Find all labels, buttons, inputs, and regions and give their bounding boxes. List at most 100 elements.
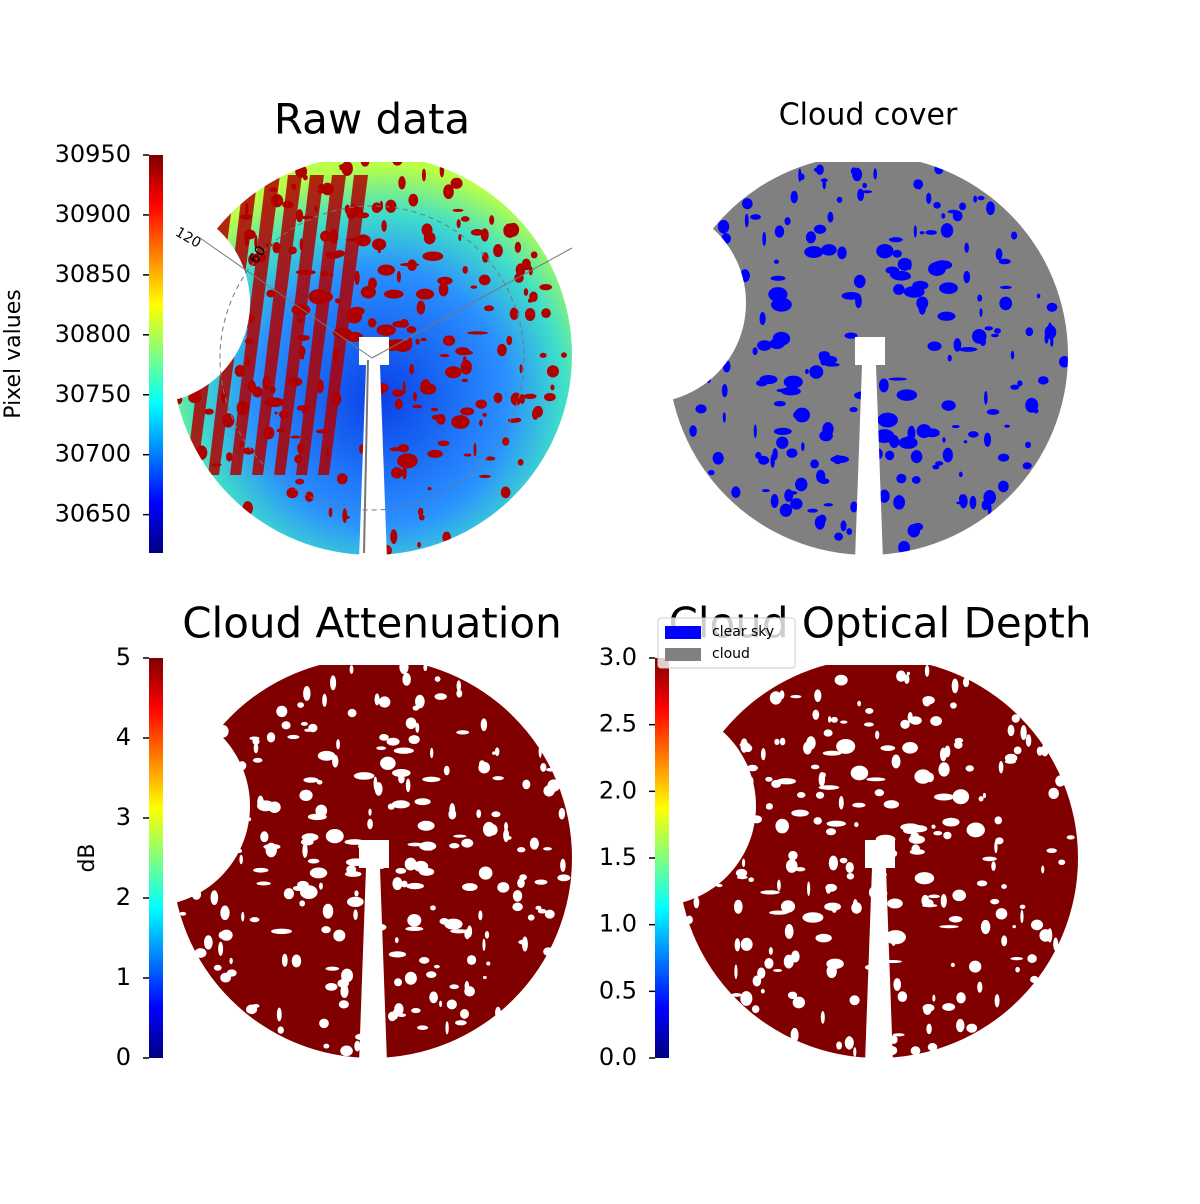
cloud-blob [686, 264, 691, 279]
cloud-blob [379, 384, 386, 394]
cloud-blob [523, 393, 537, 400]
cloud-blob [256, 881, 271, 886]
cloud-blob [883, 960, 903, 964]
cloud-blob [318, 183, 325, 190]
cloud-blob [274, 411, 278, 415]
cloud-blob [307, 813, 327, 821]
cloud-blob [984, 390, 988, 405]
cloud-blob [813, 817, 822, 825]
cloud-blob [953, 338, 962, 352]
cloud-blob [865, 707, 874, 714]
colorbar-tick-label: 0 [116, 1043, 131, 1071]
streak [274, 175, 324, 475]
cloud-blob [746, 764, 758, 772]
cloud-blob [902, 742, 918, 754]
cloud-blob [314, 205, 318, 213]
cloud-blob [467, 331, 488, 335]
cloud-blob [401, 880, 408, 888]
sky-image [162, 145, 582, 565]
cloud-blob [780, 900, 796, 913]
cloud-blob [332, 327, 352, 339]
cloud-blob [733, 899, 743, 914]
cloud-blob [857, 700, 862, 707]
cloud-blob [340, 984, 349, 998]
cloud-blob [979, 308, 983, 318]
cloud-blob [395, 867, 407, 874]
cloud-blob [543, 847, 552, 851]
cloud-blob [724, 844, 732, 856]
cloud-blob [875, 834, 896, 845]
cloud-blob [947, 209, 960, 214]
cloud-blob [368, 808, 372, 816]
cloud-blob [494, 747, 500, 757]
cloud-blob [898, 436, 918, 449]
cloud-blob [411, 1008, 421, 1014]
cloud-blob [422, 776, 441, 783]
cloud-blob [517, 878, 525, 889]
cloud-blob [399, 659, 409, 675]
cloud-blob [379, 733, 389, 741]
cloud-blob [910, 831, 920, 842]
cloud-blob [932, 994, 936, 1002]
cloud-blob [320, 230, 332, 242]
cloud-blob [329, 229, 339, 244]
cloud-blob [381, 847, 386, 858]
cloud-blob [987, 502, 992, 516]
cloud-blob [444, 918, 463, 930]
cloud-blob [194, 791, 201, 797]
cloud-blob [740, 738, 748, 753]
cloud-blob [935, 461, 944, 466]
cloud-blob [906, 671, 911, 676]
cloud-blob [1012, 925, 1016, 929]
cloud-blob [248, 253, 259, 267]
cloud-blob [1041, 744, 1049, 757]
cloud-blob [677, 817, 687, 830]
cloud-blob [210, 463, 222, 467]
cloud-blob [524, 308, 536, 321]
cloud-blob [792, 996, 806, 1009]
colorbar [655, 658, 669, 1058]
cloud-blob [764, 958, 774, 969]
cloud-blob [244, 233, 250, 247]
cloud-blob [220, 972, 232, 983]
cloud-blob [1022, 462, 1032, 470]
cloud-blob [349, 664, 354, 674]
cloud-blob [283, 888, 295, 900]
cloud-blob [798, 173, 805, 181]
cloud-blob [1047, 322, 1053, 338]
cloud-blob [994, 994, 1000, 1008]
cloud-blob [379, 544, 392, 557]
cloud-blob [855, 346, 866, 355]
colorbar-tick-label: 2 [116, 883, 131, 911]
cloud-blob [994, 840, 998, 854]
cloud-blob [722, 297, 726, 303]
cloud-blob [236, 320, 249, 331]
cloud-blob [802, 912, 824, 923]
cloud-blob [254, 234, 258, 250]
cloud-blob [353, 206, 363, 218]
cloud-blob [297, 702, 304, 708]
cloud-blob [239, 441, 243, 448]
cloud-blob [263, 426, 275, 440]
cloud-blob [955, 501, 968, 505]
cloud-blob [810, 459, 819, 469]
cloud-blob [408, 193, 419, 207]
cloud-blob [768, 947, 773, 955]
cloud-blob [396, 270, 401, 283]
cloud-blob [475, 399, 487, 409]
cloud-blob [940, 893, 947, 908]
cloud-blob [1017, 380, 1023, 387]
colorbar-tick-label: 30900 [55, 200, 131, 228]
cloud-blob [482, 938, 486, 951]
sky-background [658, 145, 1078, 565]
cloud-blob [870, 375, 875, 384]
cloud-blob [773, 400, 786, 407]
colorbar-tick-label: 5 [116, 643, 131, 671]
cloud-blob [1007, 724, 1015, 737]
cloud-blob [249, 917, 260, 923]
cloud-blob [823, 503, 834, 507]
cloud-blob [815, 164, 824, 176]
cloud-blob [1036, 746, 1043, 756]
cloud-blob [892, 249, 902, 258]
cloud-blob [330, 675, 337, 691]
